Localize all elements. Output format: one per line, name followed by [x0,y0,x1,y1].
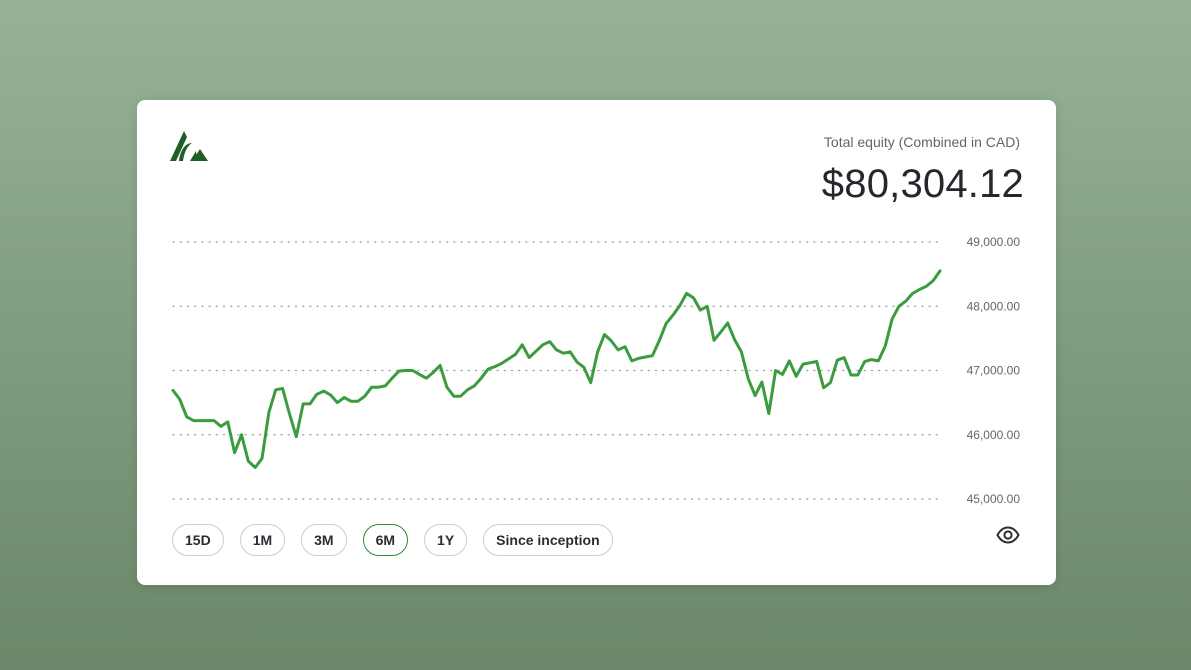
y-tick-label: 46,000.00 [967,428,1021,442]
brand-logo-icon [170,131,208,161]
range-button-6m[interactable]: 6M [362,524,409,556]
y-tick-label: 45,000.00 [967,492,1021,506]
equity-label: Total equity (Combined in CAD) [823,134,1020,150]
range-button-15d[interactable]: 15D [172,524,224,556]
series-line [171,269,942,469]
eye-icon[interactable] [996,526,1020,544]
range-button-3m[interactable]: 3M [301,524,347,556]
equity-line-chart: 49,000.00 48,000.00 47,000.00 46,000.00 45,0… [171,235,1021,506]
range-button-1y[interactable]: 1Y [424,524,468,556]
equity-card: Total equity (Combined in CAD) $80,304.1… [137,100,1056,585]
y-tick-label: 47,000.00 [967,364,1021,378]
range-button-since-inception[interactable]: Since inception [483,524,613,556]
equity-value: $80,304.12 [821,162,1024,206]
range-selector: 15D 1M 3M 6M 1Y Since inception [172,524,629,556]
range-button-1m[interactable]: 1M [239,524,286,556]
y-tick-label: 48,000.00 [967,299,1021,313]
y-tick-label: 49,000.00 [967,235,1021,249]
